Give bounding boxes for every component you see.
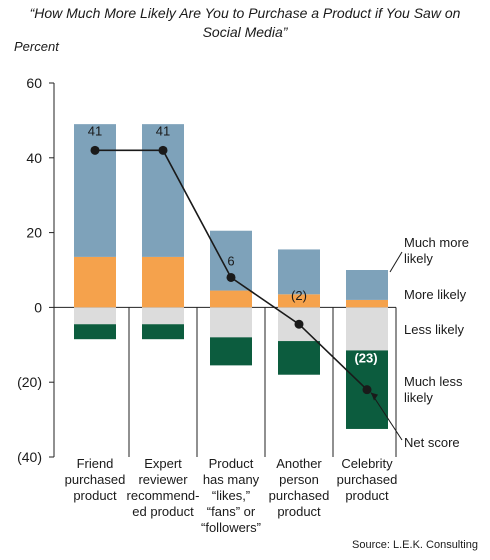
bars-layer — [74, 124, 388, 429]
legend-label-net-score: Net score — [404, 435, 460, 450]
net-score-point — [90, 145, 100, 155]
net-score-point — [294, 319, 304, 329]
legend-label: Less likely — [404, 322, 464, 337]
bar-segment — [142, 124, 184, 257]
y-tick-label: (40) — [17, 449, 42, 465]
y-tick-label: 20 — [26, 225, 42, 241]
y-tick-label: 0 — [34, 299, 42, 315]
net-score-label: 41 — [88, 123, 102, 138]
bar-segment — [142, 307, 184, 325]
bar-segment — [210, 307, 252, 338]
net-score-point — [226, 272, 236, 282]
legend-leader-line — [389, 251, 403, 273]
source-note: Source: L.E.K. Consulting — [352, 539, 478, 551]
bar-segment — [142, 256, 184, 308]
category-label: Celebrity purchased product — [337, 456, 398, 503]
bar-segment — [278, 294, 320, 308]
net-score-label: 41 — [156, 123, 170, 138]
y-axis-label: Percent — [14, 39, 60, 54]
chart-title-line-2: Social Media” — [202, 24, 288, 40]
net-score-label: (2) — [291, 288, 307, 303]
bar-segment — [346, 270, 388, 300]
chart-title: “How Much More Likely Are You to Purchas… — [0, 4, 490, 42]
bar-segment — [210, 337, 252, 366]
category-label: Friend purchased product — [65, 456, 126, 503]
legend-layer: Much more likely More likely Less likely Muc… — [370, 235, 469, 450]
legend-label: Much less likely — [404, 374, 463, 405]
bar-segment — [278, 341, 320, 375]
category-label: Another person purchased product — [269, 456, 330, 519]
chart-title-line-1: “How Much More Likely Are You to Purchas… — [29, 5, 461, 21]
bar-segment — [74, 307, 116, 325]
net-score-label: (23) — [354, 351, 377, 366]
legend-label: Much more likely — [404, 235, 469, 266]
bar-segment — [346, 299, 388, 308]
bar-segment — [210, 290, 252, 308]
bar-segment — [346, 307, 388, 351]
legend-leader-line — [370, 392, 403, 441]
y-tick-label: (20) — [17, 374, 42, 390]
axis-layer: 60 40 20 0 (20) (40) — [17, 75, 397, 465]
category-label: Product has many “likes,” “fans” or “followe… — [201, 456, 261, 535]
net-score-label: 6 — [227, 253, 234, 268]
net-score-point — [362, 385, 372, 395]
y-tick-label: 60 — [26, 75, 42, 91]
bar-segment — [74, 124, 116, 257]
bar-segment — [74, 324, 116, 340]
bar-segment — [278, 249, 320, 295]
bar-segment — [74, 256, 116, 308]
net-score-point — [158, 145, 168, 155]
net-score-layer: 41 41 6 (2) (23) — [88, 123, 378, 395]
bar-segment — [142, 324, 184, 340]
category-label: Expert reviewer recommend-ed product — [127, 456, 200, 519]
leader-arrowhead — [371, 392, 378, 401]
legend-label: More likely — [404, 287, 467, 302]
y-tick-label: 40 — [26, 150, 42, 166]
